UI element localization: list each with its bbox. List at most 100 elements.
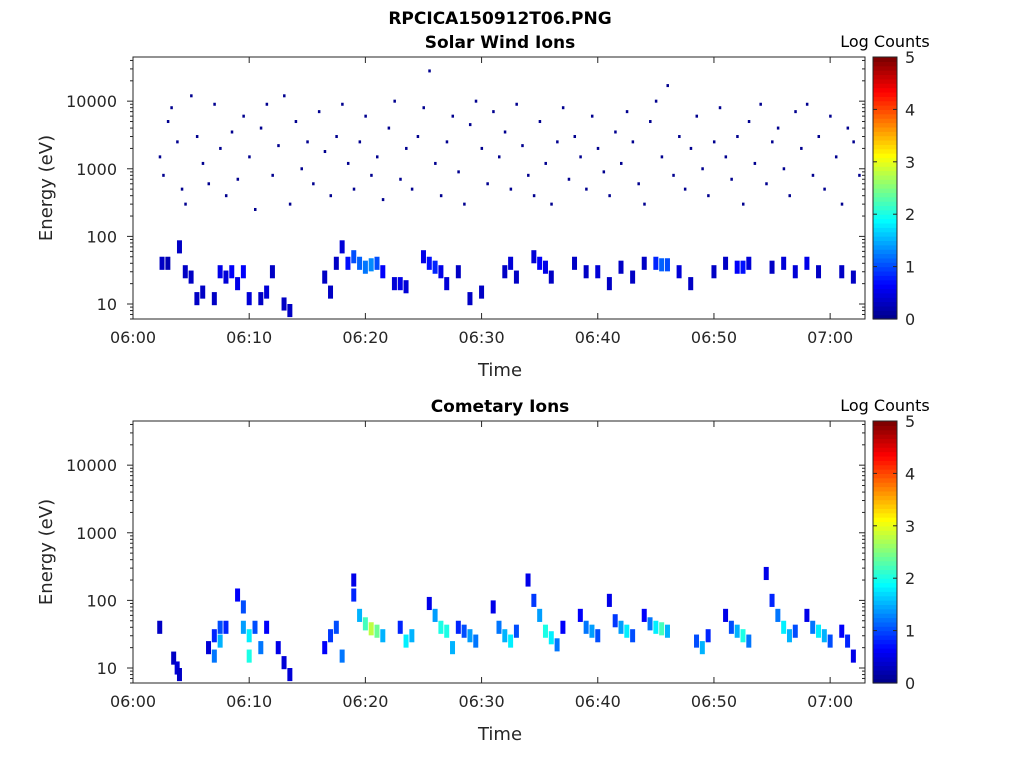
- heatmap-cell: [397, 277, 403, 291]
- heatmap-dot: [416, 135, 420, 139]
- plot-frame: [132, 420, 866, 684]
- heatmap-cell: [206, 641, 212, 655]
- colorbar-tick-label: 1: [905, 622, 915, 641]
- heatmap-dot: [405, 146, 408, 150]
- heatmap-cell: [157, 620, 163, 634]
- colorbar-segment: [873, 586, 897, 592]
- colorbar-tick-label: 2: [905, 205, 915, 224]
- heatmap-dot: [358, 140, 362, 144]
- colorbar-segment: [873, 630, 897, 636]
- heatmap-cell: [194, 292, 200, 306]
- heatmap-cell: [467, 629, 473, 643]
- heatmap-dot: [556, 140, 559, 144]
- heatmap-dot: [834, 155, 838, 159]
- colorbar-segment: [873, 604, 897, 610]
- heatmap-cell: [403, 280, 409, 294]
- heatmap-dot: [567, 177, 571, 181]
- colorbar-segment: [873, 253, 897, 259]
- heatmap-cell: [240, 620, 246, 634]
- y-tick-label: 10000: [66, 92, 117, 111]
- colorbar-segment: [873, 565, 897, 571]
- heatmap-dot: [625, 110, 629, 114]
- heatmap-cell: [235, 588, 241, 602]
- heatmap-cell: [217, 620, 223, 634]
- heatmap-cell: [845, 634, 851, 648]
- colorbar-segment: [873, 74, 897, 80]
- y-axis-label: Energy (eV): [36, 135, 57, 241]
- colorbar-segment: [873, 249, 897, 255]
- heatmap-dot: [265, 102, 269, 106]
- heatmap-dot: [498, 155, 501, 159]
- colorbar-segment: [873, 521, 897, 527]
- heatmap-cell: [653, 620, 659, 634]
- colorbar-segment: [873, 512, 897, 518]
- heatmap-dot: [207, 182, 211, 186]
- heatmap-dot: [689, 146, 693, 150]
- heatmap-cell: [781, 620, 787, 634]
- heatmap-cell: [490, 600, 496, 614]
- heatmap-dot: [515, 102, 518, 106]
- colorbar-segment: [873, 174, 897, 180]
- heatmap-cell: [328, 629, 334, 643]
- colorbar-segment: [873, 525, 897, 531]
- heatmap-dot: [521, 144, 524, 148]
- heatmap-dot: [829, 114, 832, 118]
- heatmap-cell: [380, 629, 386, 643]
- heatmap-cell: [734, 260, 740, 274]
- colorbar-segment: [873, 499, 897, 505]
- colorbar-segment: [873, 227, 897, 233]
- colorbar-segment: [873, 547, 897, 553]
- heatmap-dot: [817, 135, 821, 139]
- heatmap-dot: [288, 202, 292, 206]
- heatmap-cell: [554, 638, 560, 652]
- heatmap-dot: [654, 99, 658, 103]
- colorbar-segment: [873, 305, 897, 311]
- heatmap-cell: [664, 624, 670, 638]
- heatmap-cell: [258, 641, 264, 655]
- heatmap-cell: [821, 629, 827, 643]
- heatmap-dot: [428, 69, 431, 73]
- x-tick-label: 07:00: [807, 692, 853, 711]
- heatmap-dot: [254, 207, 257, 211]
- heatmap-dot: [248, 155, 251, 159]
- heatmap-dot: [527, 173, 530, 177]
- plot-frame: [132, 56, 866, 320]
- heatmap-cell: [229, 265, 235, 279]
- colorbar-segment: [873, 179, 897, 185]
- heatmap-cell: [734, 624, 740, 638]
- heatmap-dot: [306, 140, 309, 144]
- heatmap-cell: [444, 277, 450, 291]
- colorbar-segment: [873, 552, 897, 557]
- heatmap-cell: [200, 285, 206, 299]
- heatmap-dot: [300, 167, 303, 171]
- colorbar-segment: [873, 530, 897, 536]
- y-axis-label: Energy (eV): [36, 499, 57, 605]
- colorbar-segment: [873, 153, 897, 159]
- heatmap-cell: [444, 624, 450, 638]
- heatmap-cell: [502, 629, 508, 643]
- colorbar-segment: [873, 429, 897, 435]
- heatmap-cell: [391, 277, 397, 291]
- colorbar-segment: [873, 517, 897, 523]
- heatmap-dot: [346, 161, 350, 165]
- heatmap-dot: [184, 202, 187, 206]
- colorbar-segment: [873, 166, 897, 172]
- heatmap-cell: [618, 620, 624, 634]
- heatmap-cell: [281, 656, 287, 670]
- heatmap-dot: [736, 135, 739, 139]
- colorbar-segment: [873, 284, 897, 290]
- heatmap-cell: [368, 622, 374, 636]
- colorbar-segment: [873, 157, 897, 163]
- heatmap-cell: [525, 573, 531, 587]
- heatmap-cell: [641, 608, 647, 622]
- colorbar-segment: [873, 538, 897, 544]
- heatmap-cell: [740, 260, 746, 274]
- heatmap-dot: [620, 161, 623, 165]
- heatmap-cell: [397, 620, 403, 634]
- heatmap-dot: [329, 194, 333, 198]
- colorbar-segment: [873, 218, 897, 224]
- x-tick-label: 06:10: [226, 692, 272, 711]
- heatmap-cell: [461, 624, 467, 638]
- heatmap-cell: [595, 265, 601, 279]
- colorbar-segment: [873, 464, 897, 470]
